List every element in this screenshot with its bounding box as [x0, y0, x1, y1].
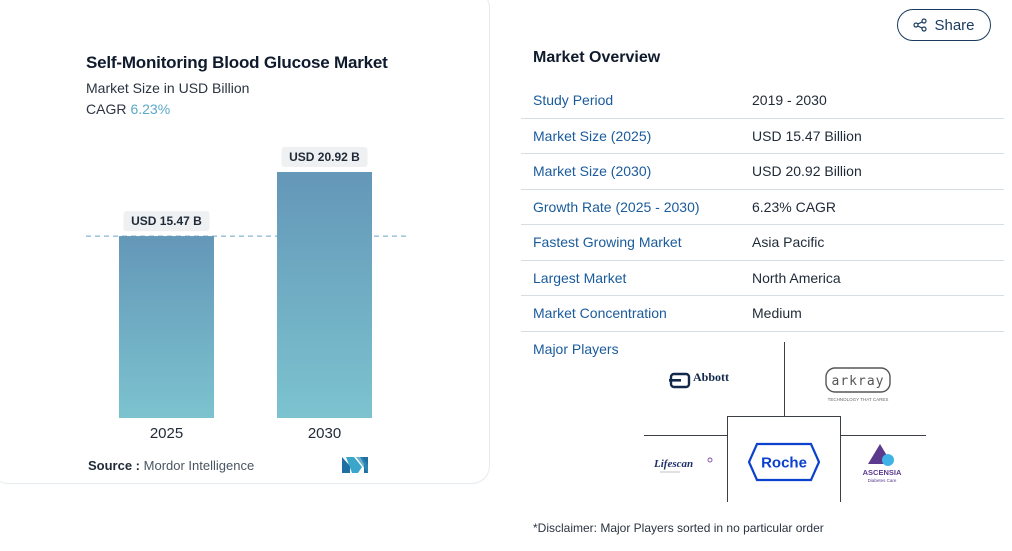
bar-2025: [119, 236, 214, 418]
overview-row: Study Period 2019 - 2030: [521, 83, 1004, 119]
overview-value: USD 20.92 Billion: [752, 163, 862, 180]
abbott-name: Abbott: [693, 370, 729, 384]
overview-value: Medium: [752, 305, 802, 322]
chart-card: [0, 0, 490, 484]
source-line: Source : Mordor Intelligence: [88, 458, 254, 473]
source-label: Source :: [88, 458, 141, 473]
cagr-value: 6.23%: [130, 101, 171, 117]
overview-title: Market Overview: [533, 49, 661, 66]
share-button[interactable]: Share: [897, 9, 991, 41]
ascensia-name: ASCENSIA: [863, 468, 902, 477]
overview-row: Market Size (2025) USD 15.47 Billion: [521, 119, 1004, 154]
source-value: Mordor Intelligence: [143, 458, 255, 473]
overview-value: 2019 - 2030: [752, 92, 827, 109]
data-label-bg: [123, 211, 210, 232]
overview-row: Market Concentration Medium: [521, 296, 1004, 332]
share-label: Share: [934, 16, 975, 34]
disclaimer: *Disclaimer: Major Players sorted in no …: [533, 521, 824, 535]
overview-row: Largest Market North America: [521, 261, 1004, 296]
roche-logo[interactable]: Roche: [746, 442, 822, 482]
grid-divider: [784, 342, 785, 416]
overview-label-study-period[interactable]: Study Period: [533, 92, 614, 109]
overview-label-largest-market[interactable]: Largest Market: [533, 269, 627, 286]
major-players-grid: Abbott arkray TECHNOLOGY THAT CARES Roch…: [640, 342, 930, 502]
x-tick-label: 2025: [150, 425, 183, 442]
major-players-label[interactable]: Major Players: [533, 341, 619, 357]
overview-value: Asia Pacific: [752, 234, 825, 251]
overview-label-market-size-2030[interactable]: Market Size (2030): [533, 163, 652, 180]
overview-row: Growth Rate (2025 - 2030) 6.23% CAGR: [521, 190, 1004, 225]
data-label: USD 20.92 B: [289, 150, 360, 164]
lifescan-logo[interactable]: Lifescan: [650, 452, 726, 476]
abbott-logo[interactable]: Abbott: [668, 370, 748, 390]
data-label: USD 15.47 B: [131, 214, 202, 228]
cagr-label: CAGR: [86, 101, 127, 117]
x-tick-label: 2030: [308, 425, 341, 442]
center-box: [727, 416, 841, 502]
overview-label-market-size-2025[interactable]: Market Size (2025): [533, 127, 652, 144]
overview-table: Study Period 2019 - 2030 Market Size (20…: [521, 83, 1004, 332]
lifescan-name: Lifescan: [653, 458, 693, 470]
overview-row: Fastest Growing Market Asia Pacific: [521, 225, 1004, 261]
overview-value: 6.23% CAGR: [752, 198, 837, 215]
ascensia-tagline: Diabetes Care: [868, 478, 897, 483]
share-icon: [913, 18, 928, 32]
abbott-mark-icon: Abbott: [669, 370, 729, 389]
overview-value: USD 15.47 Billion: [752, 127, 862, 144]
roche-name: Roche: [761, 455, 807, 472]
mordor-intelligence-logo: [342, 457, 368, 473]
arkray-tagline: TECHNOLOGY THAT CARES: [828, 397, 889, 402]
bar-chart: USD 15.47 B 2025 USD 20.92 B 2030: [86, 147, 406, 442]
ascensia-logo[interactable]: ASCENSIA Diabetes Care: [852, 442, 912, 486]
overview-value: North America: [752, 269, 841, 286]
bar-2030: [277, 172, 372, 418]
overview-label-fastest-growing[interactable]: Fastest Growing Market: [533, 234, 682, 251]
arkray-logo[interactable]: arkray TECHNOLOGY THAT CARES: [820, 366, 896, 404]
chart-cagr: CAGR 6.23%: [86, 101, 170, 117]
chart-title: Self-Monitoring Blood Glucose Market: [86, 53, 388, 72]
overview-row: Market Size (2030) USD 20.92 Billion: [521, 154, 1004, 190]
data-label-bg: [281, 147, 368, 167]
arkray-name: arkray: [832, 374, 885, 389]
overview-label-market-concentration[interactable]: Market Concentration: [533, 305, 667, 322]
overview-label-growth-rate[interactable]: Growth Rate (2025 - 2030): [533, 198, 700, 215]
chart-subtitle: Market Size in USD Billion: [86, 80, 250, 96]
